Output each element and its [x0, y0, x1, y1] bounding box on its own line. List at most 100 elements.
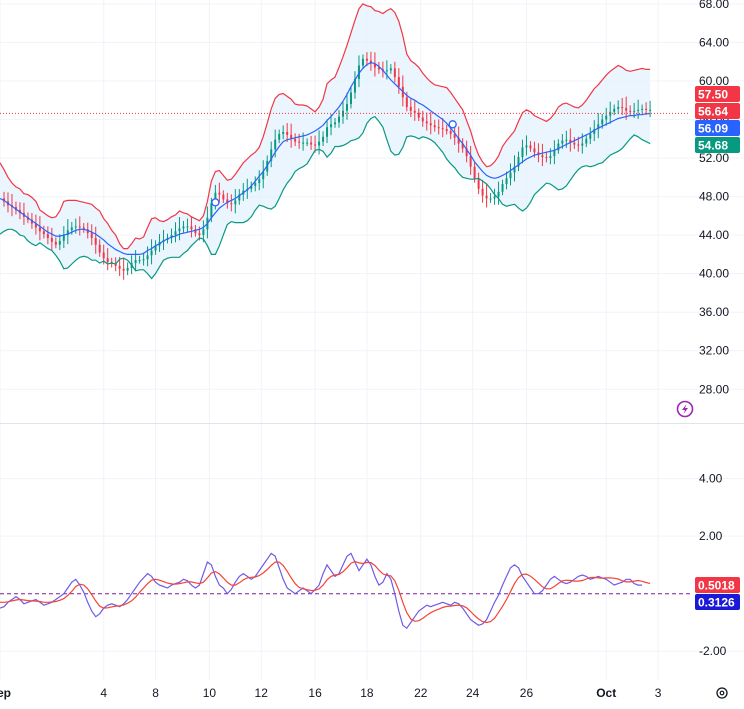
price-candle [142, 252, 145, 266]
price-candle [74, 218, 77, 234]
price-candle [326, 119, 329, 144]
price-candle [50, 227, 53, 250]
price-candle [150, 239, 153, 265]
price-candle [322, 131, 325, 147]
price-candle [617, 100, 620, 115]
price-candle [385, 60, 388, 80]
price-candle [294, 133, 297, 147]
price-candle [629, 105, 632, 117]
price-candle [234, 189, 237, 214]
price-candle [258, 170, 261, 191]
price-candle [461, 138, 464, 153]
price-candle [226, 192, 229, 209]
svg-text:54.68: 54.68 [698, 138, 728, 152]
price-candle [421, 110, 424, 127]
price-candle [190, 216, 193, 238]
price-candle [609, 101, 612, 124]
chart-markers[interactable] [211, 120, 457, 207]
price-candle [389, 64, 392, 74]
price-candle [505, 171, 508, 190]
price-candle [46, 226, 49, 245]
price-candle [349, 87, 352, 109]
price-candle [597, 113, 600, 139]
time-tick-label: 18 [360, 686, 374, 700]
price-tick-label: 40.00 [699, 267, 729, 281]
price-candle [621, 97, 624, 116]
price-tick-label: 60.00 [699, 74, 729, 88]
price-panel[interactable] [0, 3, 690, 280]
oscillator-panel[interactable] [0, 552, 690, 630]
price-candle [469, 145, 472, 175]
price-tick-label: 28.00 [699, 382, 729, 396]
time-tick-label: 16 [308, 686, 322, 700]
price-candle [501, 179, 504, 196]
price-candle [90, 224, 93, 246]
price-candle [290, 123, 293, 148]
bollinger-lower-line [0, 115, 651, 280]
price-candle [393, 61, 396, 83]
price-candle [34, 214, 37, 235]
price-candle [62, 226, 65, 249]
price-candle [513, 155, 516, 182]
price-tick-label: 44.00 [699, 228, 729, 242]
time-tick-label: 3 [655, 686, 662, 700]
last-value-tag: 57.50 [695, 86, 740, 102]
time-tick-label: 22 [414, 686, 428, 700]
flash-icon[interactable] [676, 400, 694, 418]
price-candle [82, 223, 85, 233]
last-value-tag: 56.09 [695, 120, 740, 136]
price-candle [146, 246, 149, 267]
price-candle [122, 257, 125, 280]
price-candle [310, 135, 313, 150]
price-candle [441, 118, 444, 138]
svg-text:0.5018: 0.5018 [698, 578, 735, 592]
svg-text:56.64: 56.64 [698, 104, 728, 118]
time-tick-label: 26 [520, 686, 534, 700]
price-candle [529, 141, 532, 152]
price-candle [625, 96, 628, 120]
price-candle [429, 112, 432, 135]
price-candle [477, 172, 480, 195]
oscillator-tick-label: 2.00 [699, 529, 723, 543]
price-candle [589, 127, 592, 145]
price-candle [222, 190, 225, 203]
price-candle [330, 114, 333, 136]
price-candle [178, 217, 181, 241]
price-candle [78, 216, 81, 236]
time-tick-label: 24 [466, 686, 480, 700]
chart-marker[interactable] [448, 120, 457, 129]
price-candle [254, 176, 257, 192]
chart-settings-icon[interactable] [716, 687, 728, 699]
price-candle [278, 129, 281, 144]
price-tick-label: 36.00 [699, 305, 729, 319]
price-candle [373, 52, 376, 77]
price-candle [42, 225, 45, 239]
last-value-tag: 56.64 [695, 103, 740, 119]
price-candle [545, 151, 548, 163]
price-candle [585, 134, 588, 148]
time-tick-label: 8 [152, 686, 159, 700]
oscillator-slow-line [0, 560, 651, 624]
price-axis-ticks[interactable]: 28.0032.0036.0040.0044.0048.0052.0056.00… [699, 0, 729, 396]
time-tick-label: 10 [203, 686, 217, 700]
price-candle [517, 151, 520, 172]
time-tick-label: 12 [255, 686, 269, 700]
price-candle [250, 181, 253, 193]
price-candle [497, 181, 500, 205]
bollinger-upper-line [0, 3, 651, 250]
price-candle [525, 135, 528, 156]
price-candle [270, 141, 273, 168]
price-candle [649, 100, 652, 118]
price-candle [557, 139, 560, 154]
price-candle [230, 194, 233, 212]
price-candle [58, 234, 61, 251]
oscillator-axis-ticks[interactable]: -2.00 2.00 4.00 [699, 472, 727, 659]
time-axis-ticks[interactable]: Sep 4 8 10 12 16 18 22 24 26 Oct 3 [0, 686, 662, 700]
price-tick-label: 64.00 [699, 35, 729, 49]
chart-marker[interactable] [211, 198, 220, 207]
price-tick-label: 68.00 [699, 0, 729, 11]
time-tick-label: Sep [0, 686, 11, 700]
price-candle [553, 140, 556, 165]
price-candle [334, 118, 337, 128]
